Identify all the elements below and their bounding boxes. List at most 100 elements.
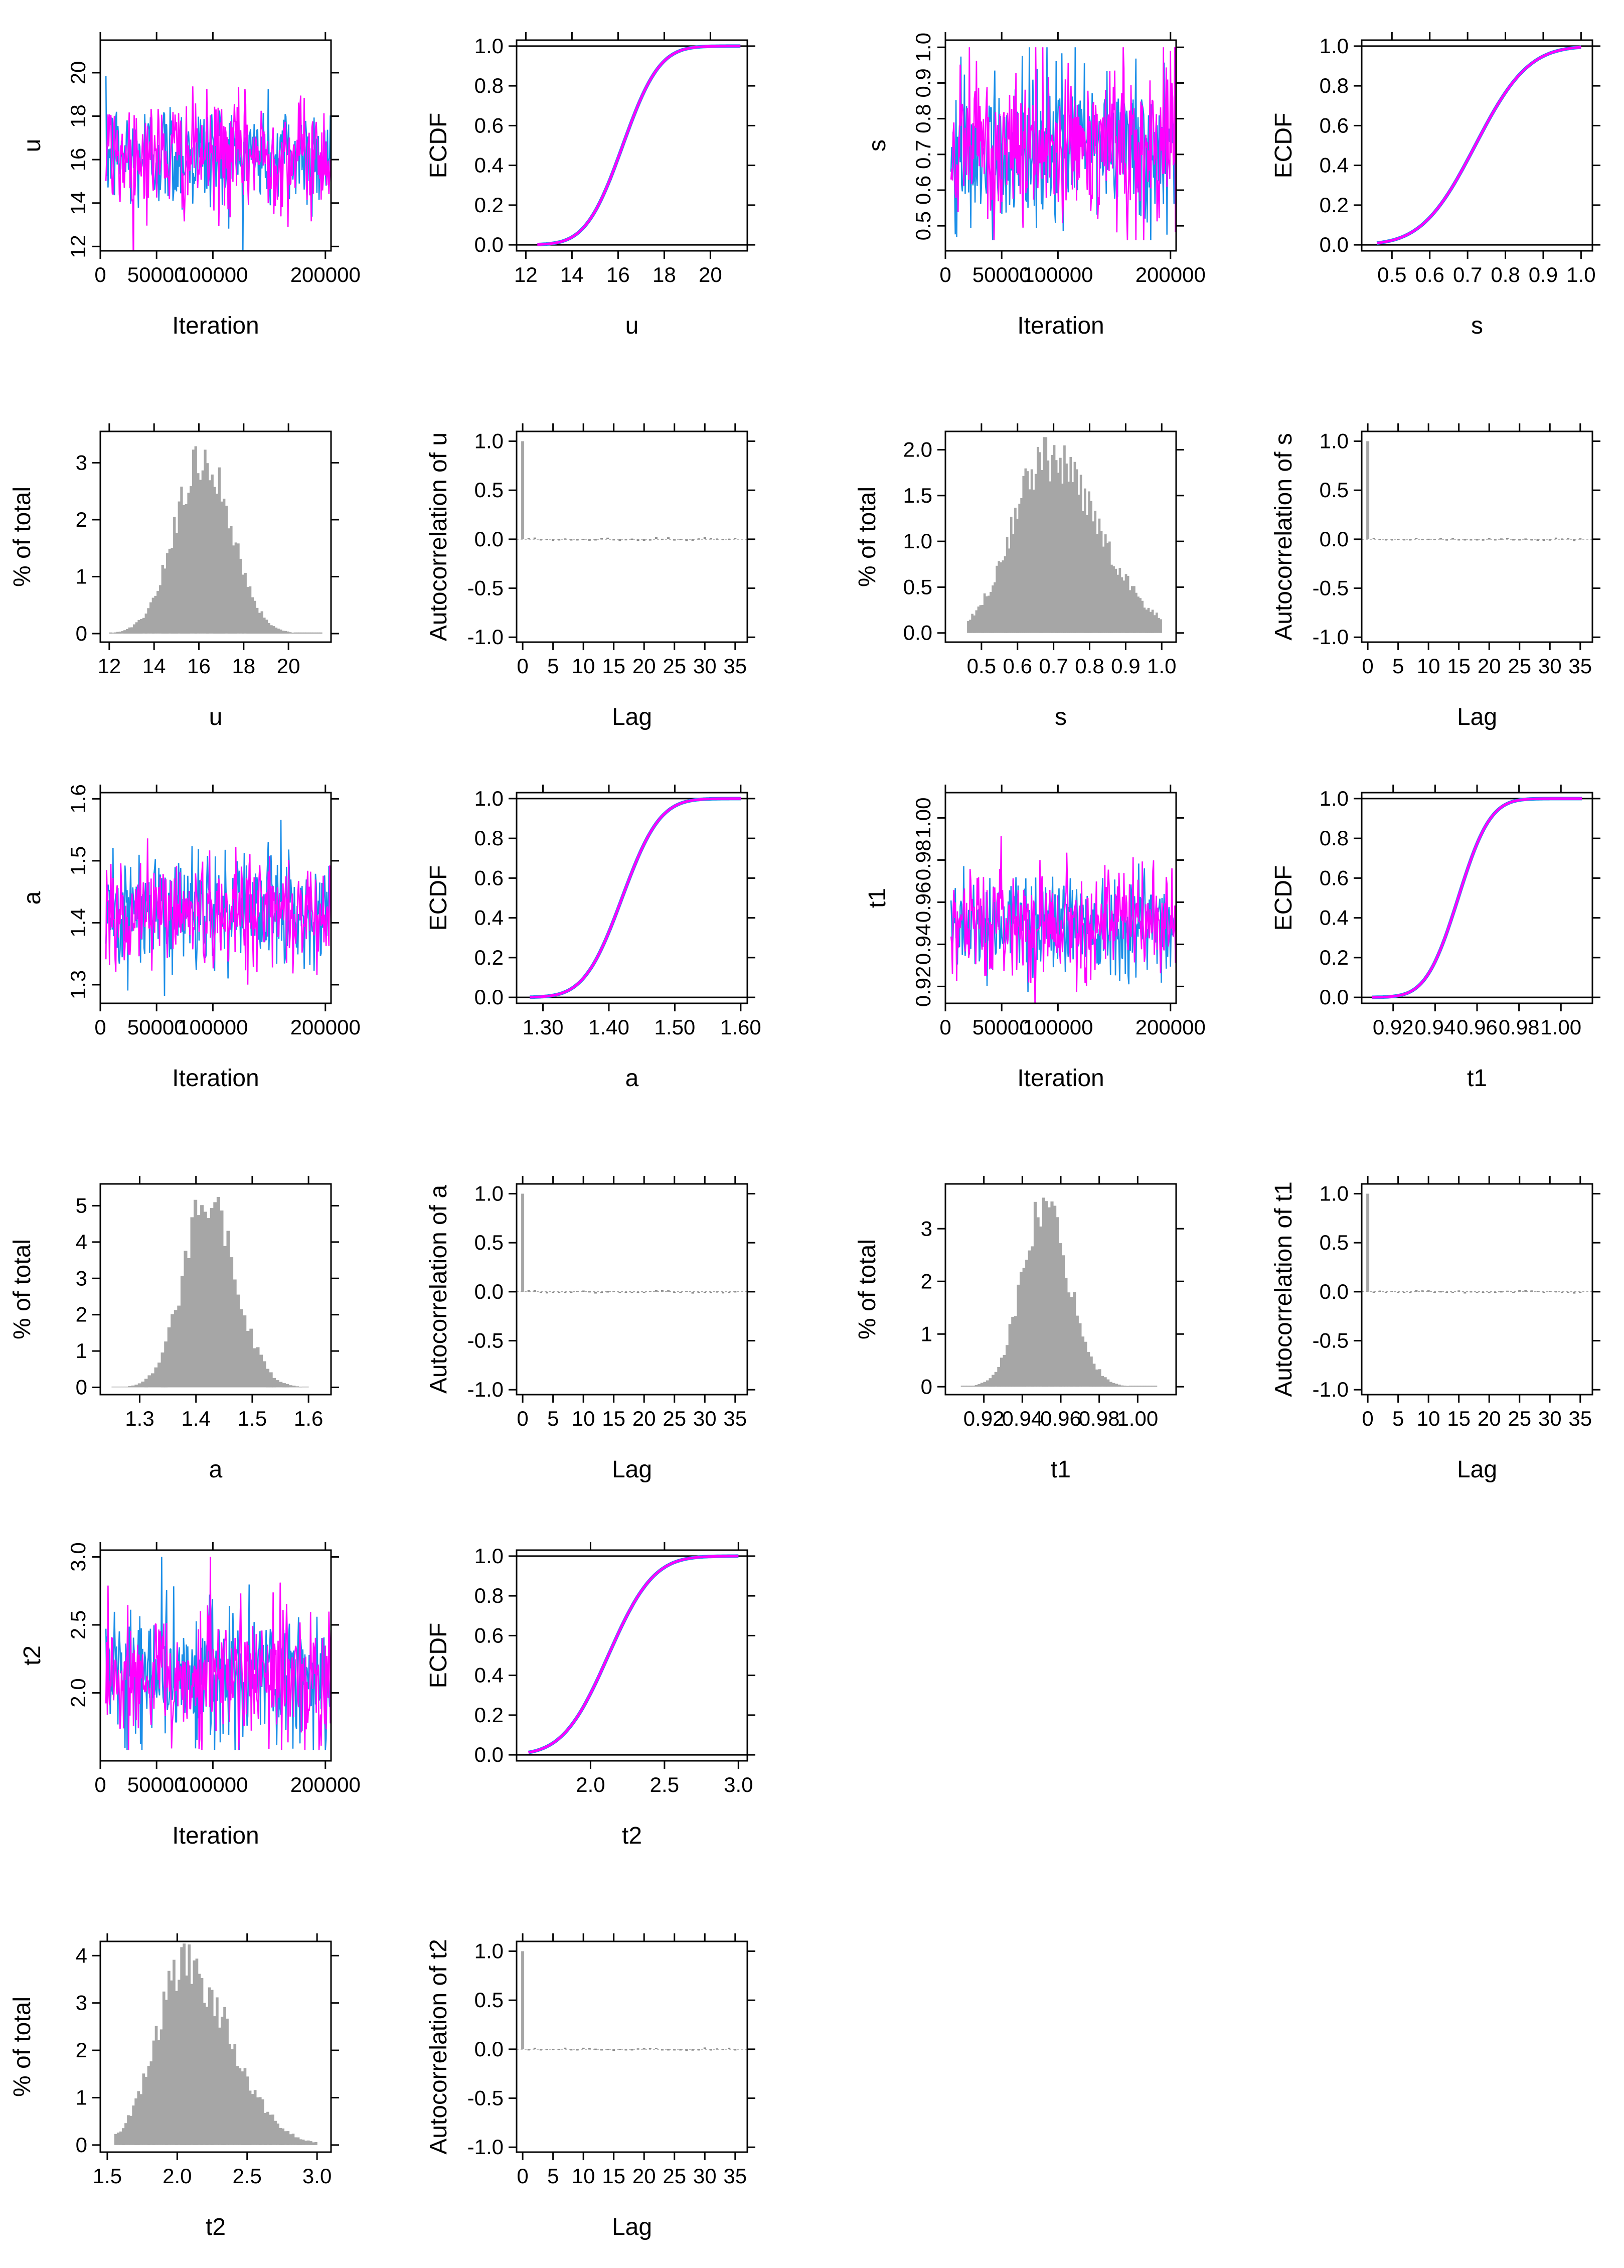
histogram-bar (975, 610, 978, 633)
acf-bar (709, 1291, 712, 1293)
x-axis-title: a (209, 1456, 223, 1483)
x-tick-label: 12 (98, 654, 121, 678)
histogram-bar (1092, 1364, 1096, 1387)
plot-frame (516, 1183, 748, 1396)
y-tick-label: 5 (76, 1193, 87, 1217)
plot-area (111, 1197, 309, 1388)
histogram-bar (319, 632, 322, 634)
histogram-bar (230, 526, 233, 634)
acf-bar (1384, 539, 1387, 541)
histogram-bar (1012, 534, 1015, 633)
histogram-bar (1086, 515, 1088, 633)
y-tick-label: -0.5 (467, 1329, 504, 1352)
histogram-bar (315, 632, 318, 634)
acf-bar (697, 2049, 700, 2051)
x-tick-label: 35 (723, 2164, 747, 2188)
x-tick-label: 0.92 (963, 1407, 1005, 1430)
histogram-bar (967, 621, 969, 633)
histogram-bar (156, 591, 159, 634)
x-tick-label: 0.6 (1415, 263, 1444, 286)
histogram-bar (312, 2142, 315, 2145)
y-tick-label: 0.94 (911, 924, 935, 965)
x-axis-title: s (1471, 313, 1483, 339)
x-tick-label: 20 (699, 263, 722, 286)
trace-line-chain-2 (950, 836, 1176, 1003)
x-tick-label: 35 (1568, 1407, 1592, 1430)
acf-bar (1512, 539, 1515, 541)
x-tick-label: 20 (1478, 1407, 1501, 1430)
histogram-bar (1133, 586, 1135, 633)
histogram-bar (170, 1980, 173, 2145)
histogram-bar (1081, 511, 1084, 633)
y-tick-label: 0.2 (1320, 193, 1349, 217)
histogram-bar (277, 629, 280, 634)
x-axis-title: Lag (612, 1456, 652, 1483)
plot-area (967, 437, 1162, 633)
acf-bar (624, 1291, 627, 1293)
x-tick-label: 0.8 (1075, 654, 1104, 678)
acf-bar (630, 538, 633, 540)
y-tick-label: -0.5 (1313, 576, 1349, 600)
plot-area (517, 797, 747, 999)
acf-bar (552, 539, 555, 541)
acf-bar (1391, 539, 1393, 541)
acf-bar (594, 1291, 597, 1294)
histogram-bar (1114, 568, 1117, 633)
histogram-bar (1078, 1323, 1082, 1387)
acf-bar (558, 2049, 561, 2050)
x-tick-label: 1.50 (655, 1015, 696, 1039)
histogram-bar (1148, 1386, 1152, 1387)
histogram-bar (137, 2091, 140, 2145)
histogram-bar (130, 627, 133, 634)
histogram-bar (969, 620, 971, 633)
y-tick-label: 1.0 (1320, 34, 1349, 58)
panel-s-ecdf: 0.5 0.6 0.7 0.8 0.9 1.0 0.0 0.2 0.4 0.6 0.8 1.0 s ECD… (1270, 32, 1600, 339)
histogram-bar (266, 2111, 269, 2145)
histogram-bar (253, 2090, 257, 2145)
acf-bar (1561, 538, 1563, 540)
histogram-bar (197, 473, 200, 634)
histogram-bar (258, 2097, 262, 2145)
x-tick-label: 2.5 (650, 1773, 679, 1796)
histogram-bar (116, 632, 119, 634)
x-tick-label: 100000 (178, 1773, 248, 1796)
histogram-bar (171, 1314, 175, 1388)
x-tick-label: 3.0 (724, 1773, 753, 1796)
x-tick-label: 1.0 (1566, 263, 1595, 286)
acf-bar (1573, 539, 1576, 541)
acf-bar (564, 2047, 567, 2049)
histogram-bar (295, 1386, 299, 1388)
acf-bar (1457, 539, 1460, 541)
histogram-bar (1051, 455, 1054, 633)
plot-frame (944, 430, 1177, 643)
plot-area (114, 1943, 317, 2145)
y-axis-title: Autocorrelation of a (425, 1185, 452, 1394)
histogram-bar (190, 1217, 194, 1388)
histogram-bar (194, 1199, 198, 1388)
histogram-bar (1070, 1297, 1073, 1387)
y-tick-label: 0.4 (474, 1664, 504, 1687)
acf-bar (691, 1291, 694, 1294)
x-axis-title: u (209, 704, 223, 730)
x-tick-label: 35 (723, 654, 747, 678)
histogram-bar (1153, 615, 1156, 633)
acf-bar (582, 1290, 585, 1292)
histogram-bar (210, 1208, 214, 1388)
acf-bar (1500, 1291, 1503, 1293)
x-tick-label: 0.5 (1377, 263, 1406, 286)
histogram-bar (246, 2076, 249, 2145)
histogram-bar (233, 2044, 237, 2145)
acf-bar (570, 1291, 573, 1293)
histogram-bar (236, 2066, 239, 2145)
ecdf-line-chain-2 (530, 797, 741, 999)
acf-bar (648, 2048, 652, 2049)
x-axis-title: a (625, 1065, 639, 1092)
histogram-bar (1137, 596, 1140, 633)
histogram-bar (151, 1373, 155, 1388)
x-axis-title: t2 (206, 2214, 226, 2240)
histogram-bar (128, 627, 131, 634)
acf-bar (1518, 539, 1521, 541)
x-tick-label: 0.9 (1111, 654, 1140, 678)
y-tick-label: 0.5 (1320, 1231, 1349, 1254)
histogram-bar (109, 632, 112, 634)
